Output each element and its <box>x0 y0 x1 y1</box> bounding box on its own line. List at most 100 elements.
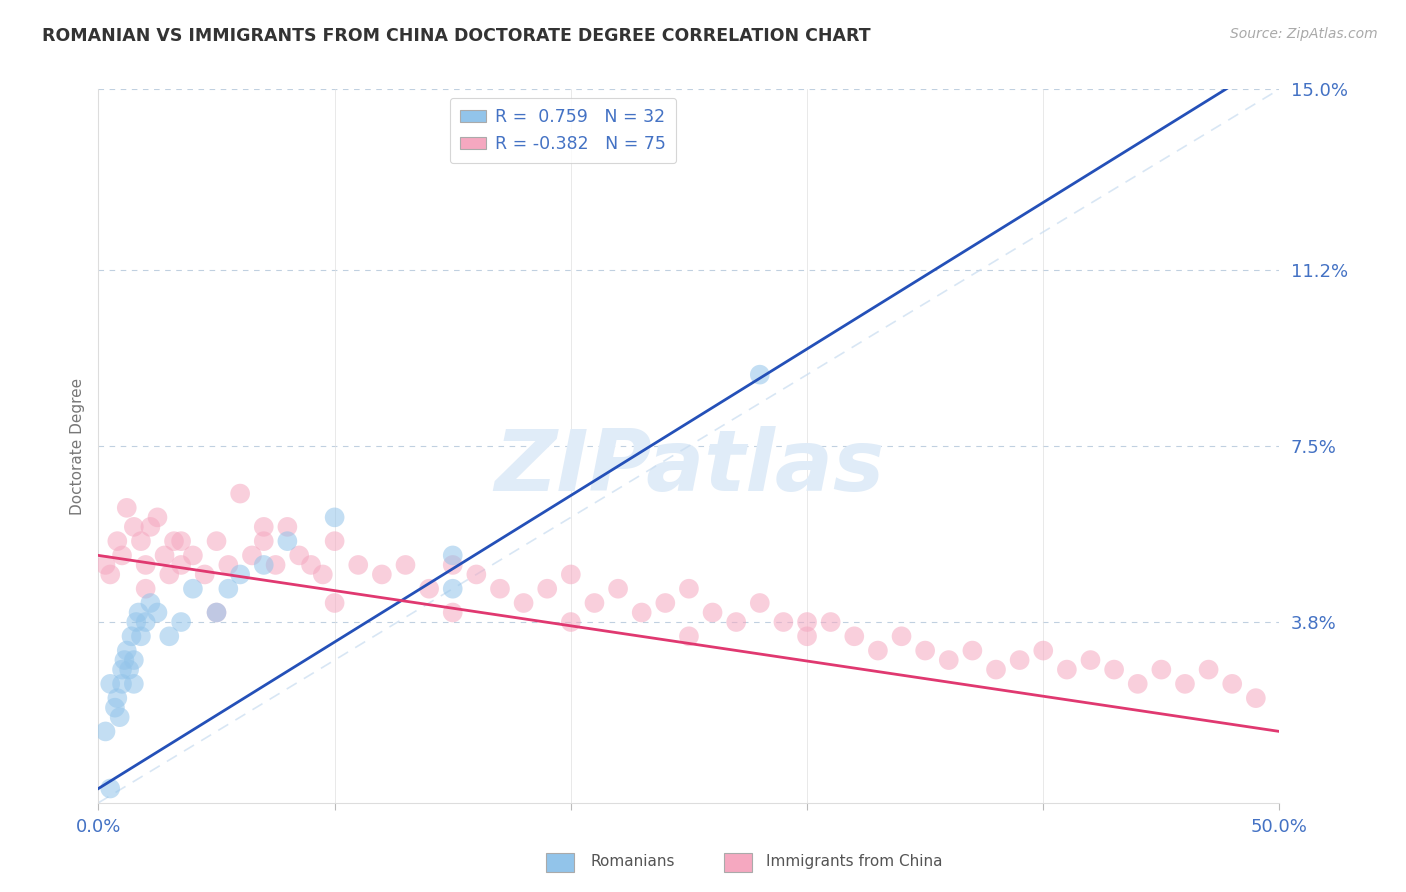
Point <box>115 500 138 515</box>
Point <box>914 643 936 657</box>
Point <box>1220 677 1243 691</box>
Point <box>139 520 162 534</box>
Point <box>276 520 298 534</box>
Point <box>217 558 239 572</box>
Point <box>253 534 276 549</box>
Point <box>1244 691 1267 706</box>
Point <box>772 615 794 629</box>
Point <box>122 520 145 534</box>
Text: Romanians: Romanians <box>591 855 675 869</box>
Point <box>866 643 889 657</box>
Point <box>489 582 512 596</box>
Point <box>465 567 488 582</box>
Point <box>1126 677 1149 691</box>
Point <box>512 596 534 610</box>
Point <box>323 510 346 524</box>
Point <box>678 582 700 596</box>
Legend: R =  0.759   N = 32, R = -0.382   N = 75: R = 0.759 N = 32, R = -0.382 N = 75 <box>450 98 676 163</box>
Point <box>253 558 276 572</box>
Point <box>678 629 700 643</box>
Point <box>112 653 135 667</box>
Point <box>115 643 138 657</box>
Point <box>98 567 121 582</box>
Point <box>441 558 464 572</box>
Point <box>128 606 150 620</box>
Y-axis label: Doctorate Degree: Doctorate Degree <box>69 377 84 515</box>
Point <box>118 663 141 677</box>
Point <box>1174 677 1197 691</box>
Point <box>1056 663 1078 677</box>
Point <box>105 534 128 549</box>
Text: ROMANIAN VS IMMIGRANTS FROM CHINA DOCTORATE DEGREE CORRELATION CHART: ROMANIAN VS IMMIGRANTS FROM CHINA DOCTOR… <box>42 27 870 45</box>
Point <box>94 558 117 572</box>
Point <box>394 558 416 572</box>
Point <box>748 368 770 382</box>
Point <box>253 520 276 534</box>
Point <box>560 567 582 582</box>
Point <box>984 663 1007 677</box>
Point <box>796 615 818 629</box>
Text: Immigrants from China: Immigrants from China <box>766 855 943 869</box>
Point <box>844 629 866 643</box>
Point <box>630 606 652 620</box>
Point <box>111 677 134 691</box>
Point <box>181 549 204 563</box>
Point <box>170 558 193 572</box>
Point <box>122 677 145 691</box>
Point <box>146 606 169 620</box>
Point <box>205 606 228 620</box>
Point <box>205 606 228 620</box>
Point <box>194 567 217 582</box>
Point <box>938 653 960 667</box>
Text: ZIPatlas: ZIPatlas <box>494 425 884 509</box>
Point <box>129 629 152 643</box>
Point <box>536 582 558 596</box>
Point <box>323 596 346 610</box>
Point <box>105 691 128 706</box>
Point <box>962 643 984 657</box>
Point <box>654 596 676 610</box>
Point <box>1102 663 1125 677</box>
Point <box>135 558 157 572</box>
Point <box>560 615 582 629</box>
Point <box>288 549 311 563</box>
Point <box>323 534 346 549</box>
Point <box>347 558 370 572</box>
Point <box>122 653 145 667</box>
Point <box>441 606 464 620</box>
Point <box>163 534 186 549</box>
Point <box>125 615 148 629</box>
Point <box>264 558 287 572</box>
Point <box>1198 663 1220 677</box>
Point <box>890 629 912 643</box>
Point <box>157 567 180 582</box>
Point <box>139 596 162 610</box>
Point <box>129 534 152 549</box>
Point <box>98 781 121 796</box>
Point <box>108 710 131 724</box>
Point <box>371 567 394 582</box>
Point <box>702 606 724 620</box>
Point <box>153 549 176 563</box>
Point <box>217 582 239 596</box>
Point <box>1032 643 1054 657</box>
Point <box>98 677 121 691</box>
Point <box>170 615 193 629</box>
Point <box>229 567 252 582</box>
Point <box>607 582 630 596</box>
Text: Source: ZipAtlas.com: Source: ZipAtlas.com <box>1230 27 1378 41</box>
Point <box>1080 653 1102 667</box>
Point <box>111 549 134 563</box>
Point <box>121 629 143 643</box>
Point <box>205 534 228 549</box>
Point <box>135 582 157 596</box>
Point <box>157 629 180 643</box>
Point <box>725 615 748 629</box>
Point <box>1008 653 1031 667</box>
Point <box>240 549 263 563</box>
Point <box>441 549 464 563</box>
Point <box>748 596 770 610</box>
Point <box>299 558 322 572</box>
Point <box>820 615 842 629</box>
Point <box>418 582 440 596</box>
